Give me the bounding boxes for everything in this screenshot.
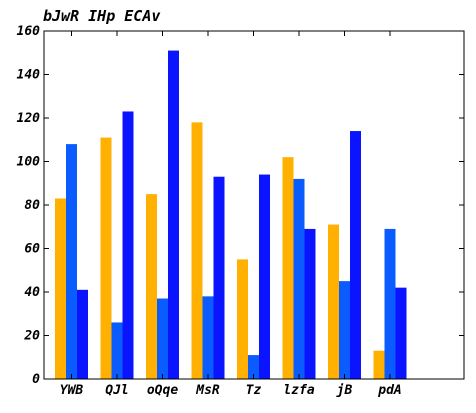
bar-MsR-series-1 [191,122,203,379]
bar-YWB-series-3 [77,289,88,379]
y-tick-label-120: 120 [17,111,41,126]
x-tick-label-MsR: MsR [195,383,220,398]
y-tick-label-60: 60 [24,242,40,257]
bar-oQqe-series-1 [146,194,157,379]
bar-oQqe-series-2 [157,298,168,379]
bar-jB-series-1 [328,224,339,379]
bar-jB-series-2 [339,281,350,379]
x-tick-label-oQqe: oQqe [147,383,178,398]
bar-oQqe-series-3 [168,50,179,379]
y-tick-label-160: 160 [17,24,41,39]
y-tick-label-20: 20 [23,329,40,344]
bar-MsR-series-3 [213,176,225,379]
bar-Tz-series-2 [248,355,259,379]
x-tick-label-lzfa: lzfa [283,383,314,398]
y-tick-label-40: 40 [24,285,40,300]
y-tick-label-140: 140 [17,68,41,83]
x-tick-label-pdA: pdA [377,383,401,398]
x-tick-label-jB: jB [336,383,353,398]
y-tick-label-100: 100 [17,155,41,170]
x-tick-label-YWB: YWB [60,383,84,398]
bar-lzfa-series-2 [293,178,305,379]
x-tick-label-QJl: QJl [105,383,128,398]
bar-MsR-series-2 [202,296,214,379]
bar-Tz-series-3 [259,174,270,379]
bar-QJl-series-3 [122,111,134,379]
bar-pdA-series-3 [395,287,407,379]
bar-YWB-series-1 [55,198,66,379]
bar-pdA-series-1 [373,350,385,379]
y-tick-label-80: 80 [24,198,40,213]
chart-title: bJwR IHp ECAv [43,7,161,25]
bar-pdA-series-2 [384,228,396,379]
bar-QJl-series-1 [100,137,112,379]
bar-lzfa-series-1 [282,157,294,379]
bar-YWB-series-2 [66,144,77,379]
bar-Tz-series-1 [237,259,248,379]
y-tick-label-0: 0 [32,372,40,387]
bar-QJl-series-2 [111,322,123,379]
bar-lzfa-series-3 [304,228,316,379]
x-tick-label-Tz: Tz [246,383,262,398]
bar-jB-series-3 [350,131,361,379]
